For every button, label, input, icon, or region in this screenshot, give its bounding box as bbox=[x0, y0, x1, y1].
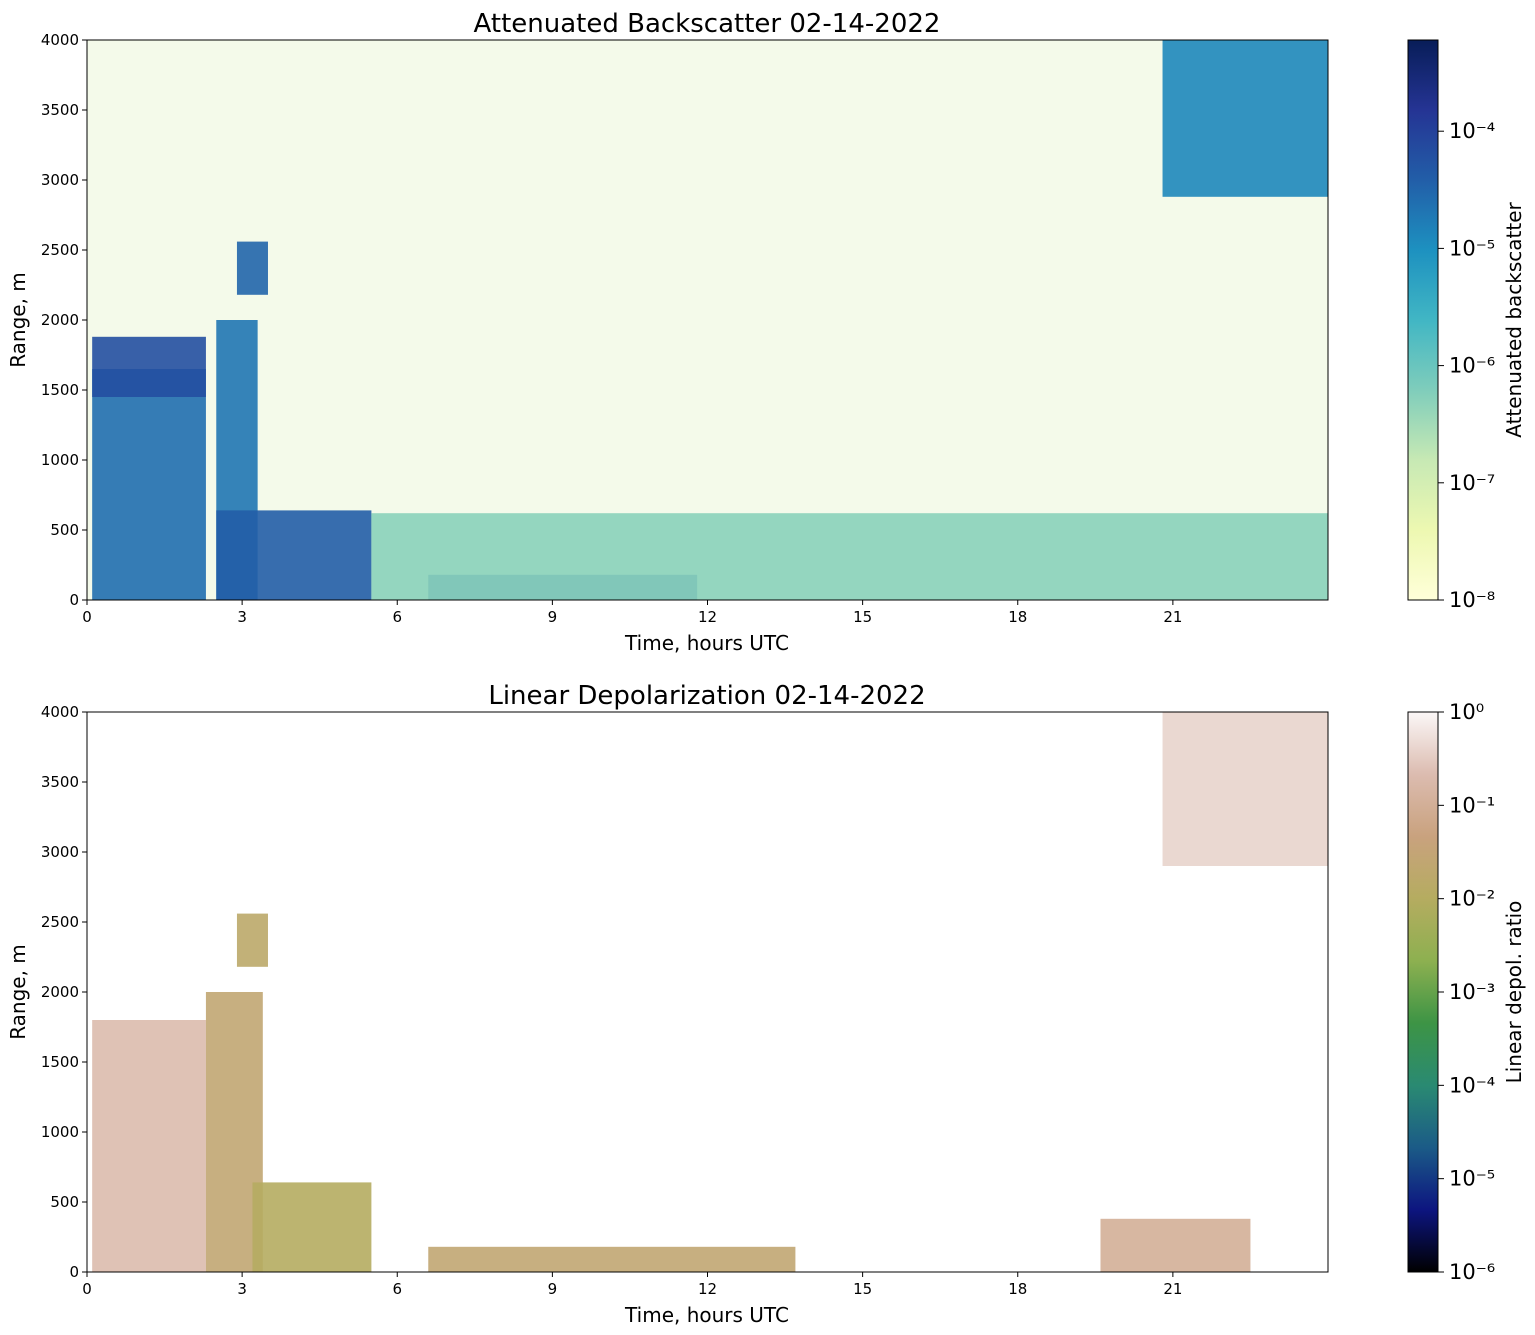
backscatter-colorbar bbox=[1407, 39, 1439, 601]
y-tick-label: 2000 bbox=[41, 983, 79, 1001]
y-tick-label: 500 bbox=[50, 1193, 79, 1211]
colorbar-tick-label: 10⁻⁶ bbox=[1449, 354, 1495, 378]
y-tick-label: 2500 bbox=[41, 913, 79, 931]
y-tick-label: 500 bbox=[50, 521, 79, 539]
depol-colorbar-label: Linear depol. ratio bbox=[1502, 901, 1526, 1084]
depol-y-label: Range, m bbox=[6, 944, 30, 1040]
field-feature bbox=[92, 369, 206, 600]
field-feature bbox=[1162, 40, 1328, 197]
colorbar-tick-label: 10⁻⁵ bbox=[1449, 236, 1495, 260]
backscatter-field bbox=[87, 40, 1328, 600]
backscatter-title: Attenuated Backscatter 02-14-2022 bbox=[474, 9, 941, 39]
x-tick-label: 18 bbox=[1008, 1280, 1027, 1298]
depol-x-label: Time, hours UTC bbox=[624, 1303, 789, 1327]
x-tick-label: 3 bbox=[237, 1280, 247, 1298]
colorbar-tick-label: 10⁻³ bbox=[1449, 980, 1495, 1004]
backscatter-x-ticks: 0 3 6 9 12 15 18 21 bbox=[82, 600, 1182, 626]
colorbar-tick-label: 10⁻⁷ bbox=[1449, 471, 1495, 495]
x-tick-label: 6 bbox=[392, 608, 402, 626]
x-tick-label: 9 bbox=[548, 608, 558, 626]
field-feature bbox=[252, 1182, 372, 1272]
depol-x-ticks: 0 3 6 9 12 15 18 21 bbox=[82, 1272, 1182, 1298]
field-feature bbox=[1100, 1218, 1251, 1272]
x-tick-label: 9 bbox=[548, 1280, 558, 1298]
backscatter-y-ticks: 0 500 1000 1500 2000 2500 3000 3500 4000 bbox=[41, 31, 87, 609]
depol-panel: Linear Depolarization 02-14-2022 0 500 100… bbox=[6, 681, 1526, 1327]
field-feature bbox=[92, 1020, 206, 1272]
x-tick-label: 18 bbox=[1008, 608, 1027, 626]
colorbar-tick-label: 10⁰ bbox=[1449, 700, 1484, 724]
x-tick-label: 6 bbox=[392, 1280, 402, 1298]
y-tick-label: 1500 bbox=[41, 381, 79, 399]
x-tick-label: 3 bbox=[237, 608, 247, 626]
backscatter-colorbar-label: Attenuated backscatter bbox=[1502, 201, 1526, 437]
field-feature bbox=[1162, 712, 1328, 866]
y-tick-label: 2000 bbox=[41, 311, 79, 329]
depol-field bbox=[87, 712, 1328, 1272]
y-tick-label: 1000 bbox=[41, 1123, 79, 1141]
colorbar-tick-label: 10⁻⁶ bbox=[1449, 1260, 1495, 1284]
field-feature bbox=[92, 336, 206, 397]
field-feature bbox=[371, 513, 1328, 600]
backscatter-panel: Attenuated Backscatter 02-14-2022 0 500 10… bbox=[6, 9, 1526, 655]
y-tick-label: 3500 bbox=[41, 101, 79, 119]
field-feature bbox=[216, 510, 372, 600]
field-feature bbox=[236, 913, 268, 967]
backscatter-x-label: Time, hours UTC bbox=[624, 631, 789, 655]
backscatter-y-label: Range, m bbox=[6, 272, 30, 368]
y-tick-label: 4000 bbox=[41, 703, 79, 721]
colorbar-tick-label: 10⁻⁴ bbox=[1449, 1073, 1495, 1097]
y-tick-label: 0 bbox=[69, 1263, 79, 1281]
depol-colorbar-ticks: 10⁻⁶ 10⁻⁵ 10⁻⁴ 10⁻³ 10⁻² 10⁻¹ 10⁰ bbox=[1438, 700, 1495, 1284]
x-tick-label: 12 bbox=[698, 1280, 717, 1298]
x-tick-label: 15 bbox=[853, 1280, 872, 1298]
x-tick-label: 0 bbox=[82, 1280, 92, 1298]
colorbar-tick-label: 10⁻¹ bbox=[1449, 793, 1495, 817]
y-tick-label: 0 bbox=[69, 591, 79, 609]
y-tick-label: 3000 bbox=[41, 171, 79, 189]
depol-colorbar bbox=[1407, 711, 1439, 1273]
colorbar-tick-label: 10⁻⁵ bbox=[1449, 1167, 1495, 1191]
y-tick-label: 1000 bbox=[41, 451, 79, 469]
y-tick-label: 3500 bbox=[41, 773, 79, 791]
x-tick-label: 15 bbox=[853, 608, 872, 626]
colorbar-tick-label: 10⁻⁴ bbox=[1449, 119, 1495, 143]
depol-title: Linear Depolarization 02-14-2022 bbox=[488, 681, 925, 711]
x-tick-label: 0 bbox=[82, 608, 92, 626]
x-tick-label: 21 bbox=[1163, 608, 1182, 626]
colorbar-tick-label: 10⁻² bbox=[1449, 887, 1495, 911]
field-feature bbox=[428, 1246, 796, 1272]
field-feature bbox=[236, 241, 268, 295]
x-tick-label: 21 bbox=[1163, 1280, 1182, 1298]
y-tick-label: 4000 bbox=[41, 31, 79, 49]
y-tick-label: 1500 bbox=[41, 1053, 79, 1071]
colorbar-tick-label: 10⁻⁸ bbox=[1449, 588, 1495, 612]
backscatter-colorbar-ticks: 10⁻⁸ 10⁻⁷ 10⁻⁶ 10⁻⁵ 10⁻⁴ bbox=[1438, 119, 1495, 612]
y-tick-label: 2500 bbox=[41, 241, 79, 259]
depol-y-ticks: 0 500 1000 1500 2000 2500 3000 3500 4000 bbox=[41, 703, 87, 1281]
x-tick-label: 12 bbox=[698, 608, 717, 626]
y-tick-label: 3000 bbox=[41, 843, 79, 861]
